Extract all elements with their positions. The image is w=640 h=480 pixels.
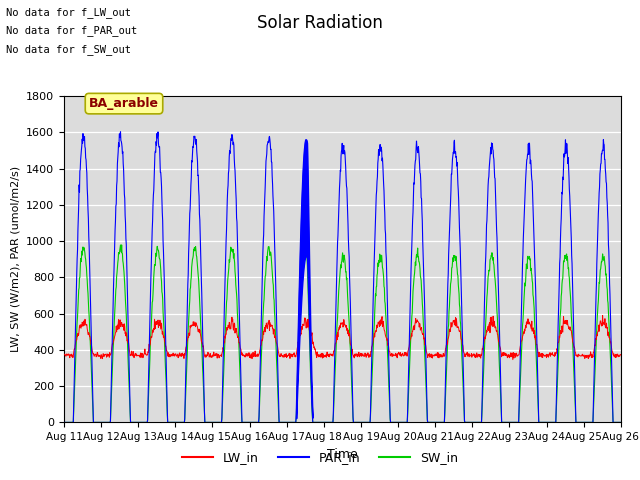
Text: No data for f_SW_out: No data for f_SW_out <box>6 44 131 55</box>
SW_in <box>429 420 437 425</box>
Line: SW_in: SW_in <box>64 245 621 422</box>
SW_in <box>551 420 559 425</box>
PAR_in <box>502 420 509 425</box>
PAR_in <box>429 420 437 425</box>
SW_in <box>502 420 509 425</box>
LW_in <box>617 352 625 358</box>
Line: LW_in: LW_in <box>64 315 621 360</box>
LW_in <box>170 353 178 359</box>
Y-axis label: LW, SW (W/m2), PAR (umol/m2/s): LW, SW (W/m2), PAR (umol/m2/s) <box>11 166 20 352</box>
LW_in <box>502 351 509 357</box>
PAR_in <box>184 272 192 277</box>
LW_in <box>60 351 68 357</box>
SW_in <box>171 420 179 425</box>
Text: Solar Radiation: Solar Radiation <box>257 14 383 33</box>
LW_in <box>184 335 191 341</box>
SW_in <box>617 420 625 425</box>
Text: No data for f_PAR_out: No data for f_PAR_out <box>6 25 138 36</box>
LW_in <box>429 352 436 358</box>
LW_in <box>246 352 254 358</box>
PAR_in <box>116 129 124 135</box>
SW_in <box>60 420 68 425</box>
Text: No data for f_LW_out: No data for f_LW_out <box>6 7 131 18</box>
PAR_in <box>617 420 625 425</box>
X-axis label: Time: Time <box>327 448 358 461</box>
PAR_in <box>246 420 254 425</box>
Text: BA_arable: BA_arable <box>89 97 159 110</box>
LW_in <box>551 349 559 355</box>
LW_in <box>599 312 607 318</box>
SW_in <box>118 242 125 248</box>
Legend: LW_in, PAR_in, SW_in: LW_in, PAR_in, SW_in <box>177 446 463 469</box>
LW_in <box>509 357 516 362</box>
PAR_in <box>551 420 559 425</box>
SW_in <box>246 420 254 425</box>
PAR_in <box>60 420 68 425</box>
PAR_in <box>171 420 179 425</box>
Line: PAR_in: PAR_in <box>64 132 621 422</box>
SW_in <box>184 326 192 332</box>
